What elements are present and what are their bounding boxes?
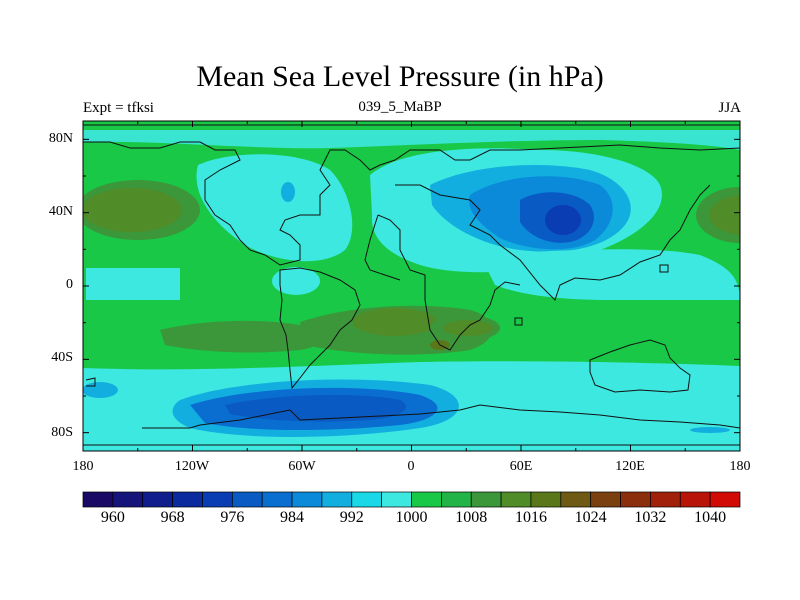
colorbar-swatch <box>709 491 741 508</box>
sa-eq-cyan <box>272 267 320 295</box>
colorbar-swatch <box>560 491 592 508</box>
lon-label-0: 0 <box>407 459 415 474</box>
colorbar-swatch <box>620 491 651 508</box>
lat-label-0: 0 <box>66 277 73 292</box>
colorbar-swatch <box>231 491 263 508</box>
lon-label-60w: 60W <box>288 459 316 474</box>
colorbar-swatch <box>470 491 502 508</box>
colorbar-swatch <box>261 491 293 508</box>
northern-landmass-outline <box>83 141 740 266</box>
east-high-inner <box>709 195 740 235</box>
colorbar-swatch <box>172 491 203 508</box>
colorbar-label: 960 <box>100 509 125 526</box>
colorbar-swatch <box>590 491 621 508</box>
season-label: JJA <box>718 100 741 116</box>
island-outline-2 <box>514 317 523 326</box>
colorbar-label: 1032 <box>634 509 667 526</box>
colorbar-swatch <box>351 491 382 508</box>
australia-outline <box>589 339 691 393</box>
indian-high-core <box>443 320 493 336</box>
plot-title: Mean Sea Level Pressure (in hPa) <box>196 60 604 93</box>
lon-label-120e: 120E <box>615 459 645 474</box>
colorbar-label: 1040 <box>694 509 727 526</box>
colorbar-swatch <box>530 491 562 508</box>
colorbar-swatch <box>500 491 532 508</box>
lon-label-180w: 180 <box>72 459 94 474</box>
africa-east-outline <box>377 214 521 351</box>
colorbar-swatch <box>142 491 173 508</box>
axis-ticks <box>82 121 741 451</box>
eurasia-south-outline <box>395 184 711 301</box>
na-small-low <box>281 182 295 202</box>
africa-west-outline <box>364 214 401 281</box>
colorbar-swatch <box>202 491 233 508</box>
southern-low-976 <box>225 394 406 422</box>
lat-label-40n: 40N <box>48 204 73 219</box>
n-pacific-high-inner <box>83 188 182 232</box>
colorbar-swatch <box>112 491 144 508</box>
antarctica-outline <box>142 404 740 429</box>
colorbar-swatch <box>381 491 412 508</box>
colorbar-label: 1024 <box>574 509 607 526</box>
lon-label-180e: 180 <box>729 459 751 474</box>
colorbar-swatch <box>650 491 681 508</box>
colorbar-swatch <box>82 491 114 508</box>
s-atlantic-high-core <box>353 308 437 336</box>
lon-label-60e: 60E <box>509 459 533 474</box>
colorbar-label: 1008 <box>455 509 488 526</box>
south-america-outline <box>279 267 361 390</box>
colorbar-label: 1000 <box>395 509 428 526</box>
pacific-eq-cyan <box>95 273 175 297</box>
experiment-label: Expt = tfksi <box>83 100 154 116</box>
asia-low-core <box>545 205 581 235</box>
period-label: 039_5_MaBP <box>358 99 442 115</box>
colorbar-swatch <box>321 491 353 508</box>
colorbar-label: 992 <box>339 509 364 526</box>
colorbar-swatch <box>291 491 323 508</box>
southern-small-low-e <box>690 427 730 433</box>
colorbar-label: 976 <box>220 509 245 526</box>
east-eq-cyan <box>480 249 740 300</box>
colorbar-swatch <box>679 491 711 508</box>
s-pacific-high <box>160 320 323 353</box>
colorbar-label: 968 <box>160 509 185 526</box>
southern-east-cyan <box>600 381 740 400</box>
lon-label-120w: 120W <box>174 459 210 474</box>
na-cyan-region <box>196 154 353 262</box>
small-island-outline <box>85 377 96 387</box>
colorbar-swatch <box>441 491 472 508</box>
lat-label-80n: 80N <box>48 131 73 146</box>
colorbar-swatch <box>411 491 442 508</box>
colorbar-label: 1016 <box>514 509 547 526</box>
colorbar <box>82 491 741 508</box>
southern-small-low-w <box>83 382 118 398</box>
lat-label-40s: 40S <box>51 350 73 365</box>
pressure-field <box>83 121 740 451</box>
colorbar-label: 984 <box>280 509 305 526</box>
island-outline-1 <box>659 264 669 273</box>
lat-label-80s: 80S <box>51 425 73 440</box>
